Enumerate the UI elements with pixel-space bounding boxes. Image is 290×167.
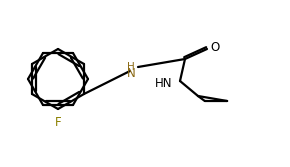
- Text: O: O: [210, 41, 219, 53]
- Text: H: H: [127, 62, 135, 72]
- Text: F: F: [55, 116, 61, 129]
- Text: HN: HN: [155, 76, 172, 90]
- Text: N: N: [127, 67, 135, 80]
